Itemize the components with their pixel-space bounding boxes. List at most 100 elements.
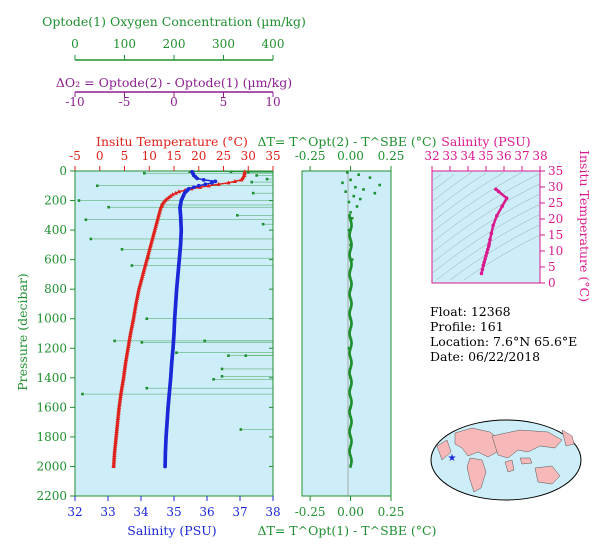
- delta-t-point: [348, 371, 351, 375]
- oxygen-point: [84, 218, 88, 222]
- salinity-point: [203, 182, 208, 187]
- delta-t-point: [349, 424, 352, 428]
- temperature-point: [116, 404, 122, 409]
- delta-t-point: [350, 224, 353, 228]
- delta-t-point: [348, 426, 352, 430]
- oxygen-point: [250, 180, 254, 184]
- temperature-point: [114, 428, 119, 433]
- temperature-point: [126, 342, 131, 347]
- delta-t-point: [349, 267, 353, 270]
- oxygen-point: [220, 375, 224, 378]
- delta-t-point: [349, 357, 353, 361]
- delta-t-point: [348, 215, 352, 219]
- oxygen-point: [140, 341, 144, 344]
- temperature-point: [121, 373, 126, 378]
- delta-t-point: [362, 188, 365, 191]
- ts-salinity-axis-title: Salinity (PSU): [441, 134, 530, 149]
- temperature-point: [117, 397, 123, 402]
- pressure-axis-tick-label: 1800: [36, 430, 67, 444]
- ts-plot-area: [431, 170, 541, 284]
- delta-t-point: [348, 329, 352, 332]
- ts-point: [488, 238, 492, 242]
- delta-t-point: [349, 336, 352, 339]
- temperature-point: [122, 364, 128, 369]
- oxygen-point: [188, 170, 192, 174]
- salinity-point: [191, 185, 196, 190]
- temperature-point: [168, 193, 173, 198]
- delta-t-point: [350, 341, 353, 345]
- delta-t-point: [358, 197, 362, 201]
- delta-t-top-axis-tick-label: 0.00: [337, 149, 364, 163]
- ts-point: [484, 254, 488, 258]
- temperature-point: [124, 353, 129, 358]
- salinity-axis-tick-label: 35: [166, 505, 181, 519]
- temperature-point: [111, 458, 117, 463]
- delta-t-point: [349, 228, 352, 231]
- temperature-point: [132, 308, 137, 313]
- delta-t-bottom-axis-tick-label: 0.00: [337, 505, 364, 519]
- delta-t-point: [348, 293, 351, 297]
- pressure-axis-tick-label: 0: [59, 164, 67, 178]
- delta-t-point: [349, 219, 352, 222]
- temperature-point: [173, 190, 178, 195]
- delta-t-point: [350, 343, 353, 347]
- temperature-point: [132, 307, 138, 312]
- salinity-point: [163, 464, 167, 469]
- delta-t-point: [349, 416, 353, 419]
- delta-t-point: [348, 229, 352, 233]
- delta-t-point: [346, 171, 349, 174]
- delta-t-point: [350, 382, 353, 386]
- delta-t-point: [349, 299, 353, 302]
- ts-temp-axis-tick-label: 5: [548, 260, 556, 274]
- delta-t-point: [349, 385, 352, 389]
- temperature-point: [242, 169, 247, 174]
- ts-point: [482, 260, 487, 265]
- float-id: Float: 12368: [430, 304, 511, 319]
- delta-t-point: [348, 334, 352, 338]
- pressure-axis-tick-label: 200: [44, 194, 67, 208]
- delta-t-point: [344, 190, 347, 193]
- temperature-point: [111, 462, 116, 467]
- temperature-point: [128, 331, 133, 336]
- delta-t-point: [349, 364, 353, 368]
- delta-t-point: [349, 286, 353, 290]
- delta-t-plot-area: [301, 170, 392, 497]
- ts-isopycnal-line: [431, 173, 541, 243]
- salinity-axis-tick-label: 38: [265, 505, 280, 519]
- pressure-axis-tick-label: 2200: [36, 489, 67, 503]
- delta-t-point: [349, 178, 352, 182]
- delta-t-point: [349, 307, 352, 311]
- delta-t-point: [348, 331, 351, 334]
- oxygen-point: [244, 354, 248, 357]
- delta-t-point: [349, 240, 353, 244]
- delta-t-point: [350, 323, 353, 327]
- delta-t-point: [349, 338, 353, 341]
- delta-t-point: [348, 235, 352, 238]
- delta-t-point: [349, 279, 353, 283]
- delta-t-point: [348, 407, 352, 410]
- temperature-point: [127, 336, 132, 341]
- temperature-point: [112, 445, 118, 450]
- delta-t-point: [368, 176, 372, 179]
- temperature-point: [124, 351, 130, 356]
- delta-t-point: [348, 313, 351, 316]
- temperature-point: [135, 292, 140, 297]
- delta-t-point: [373, 191, 377, 195]
- oxygen-point: [145, 317, 149, 321]
- ts-point: [491, 223, 496, 228]
- pressure-axis-tick-label: 1200: [36, 341, 67, 355]
- salinity-axis-tick-label: 36: [199, 505, 214, 519]
- temperature-point: [128, 327, 134, 332]
- oxygen-axis-tick-label: 400: [262, 37, 285, 51]
- ts-isopycnal-line: [431, 172, 523, 233]
- delta-t-point: [347, 200, 351, 204]
- delta-t-point: [349, 442, 353, 446]
- ts-point: [494, 187, 498, 192]
- ts-point: [486, 244, 491, 248]
- temperature-point: [112, 447, 117, 452]
- delta-t-point: [348, 251, 352, 254]
- temperature-point: [115, 417, 120, 422]
- delta-t-point: [349, 260, 353, 263]
- temperature-point: [126, 340, 132, 345]
